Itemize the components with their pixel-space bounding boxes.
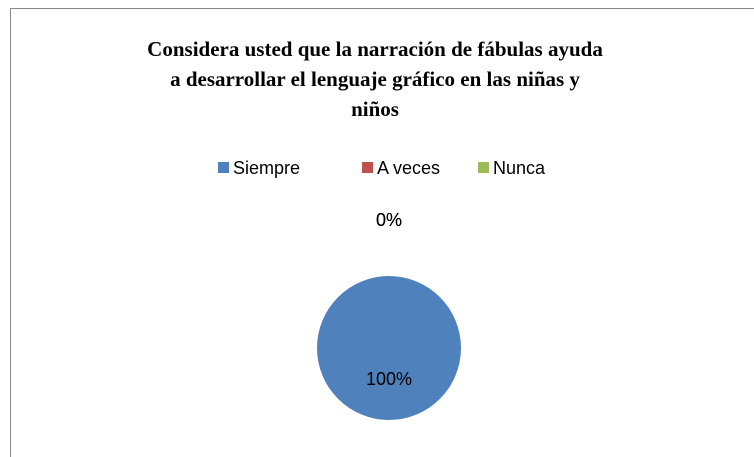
data-label: 0% bbox=[376, 210, 402, 230]
chart-title: a desarrollar el lenguaje gráfico en las… bbox=[170, 67, 580, 91]
legend-label: Siempre bbox=[233, 158, 300, 178]
chart-title: niños bbox=[351, 97, 399, 121]
chart-title: Considera usted que la narración de fábu… bbox=[147, 37, 603, 61]
legend-label: Nunca bbox=[493, 158, 546, 178]
legend-label: A veces bbox=[377, 158, 440, 178]
legend-swatch bbox=[218, 162, 229, 173]
legend-swatch bbox=[478, 162, 489, 173]
data-label: 0% bbox=[376, 210, 402, 230]
legend-swatch bbox=[362, 162, 373, 173]
pie-slice bbox=[317, 276, 461, 420]
data-label: 100% bbox=[366, 369, 412, 389]
